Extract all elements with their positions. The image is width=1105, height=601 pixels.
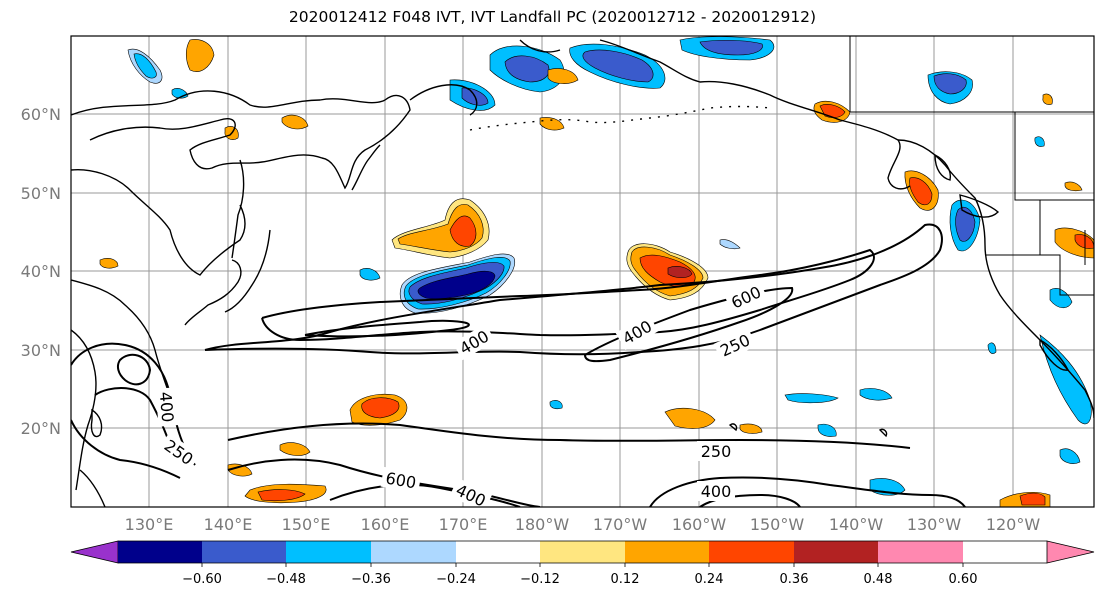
lon-label: 120°W	[986, 515, 1041, 534]
lat-label: 20°N	[21, 419, 61, 438]
lon-label: 180°W	[515, 515, 570, 534]
colorbar-segment	[286, 541, 371, 563]
colorbar-segment	[371, 541, 456, 563]
colorbar-tick-label: 0.60	[949, 572, 978, 587]
lon-label: 130°W	[907, 515, 962, 534]
colorbar-tick-label: −0.36	[351, 572, 391, 587]
latitude-labels: 60°N 50°N 40°N 30°N 20°N	[21, 105, 61, 438]
coastlines	[71, 36, 1094, 507]
colorbar-tick-label: −0.12	[520, 572, 560, 587]
lon-label: 150°E	[282, 515, 331, 534]
lon-label: 160°W	[672, 515, 727, 534]
graticule	[71, 36, 1094, 507]
lon-label: 140°E	[204, 515, 253, 534]
contour-label: 600	[384, 468, 417, 492]
colorbar-tick-label: 0.36	[780, 572, 809, 587]
colorbar: −0.60 −0.48 −0.36 −0.24 −0.12 0.12 0.24 …	[70, 540, 1095, 587]
contour-label: 400	[701, 482, 732, 501]
colorbar-tick-label: −0.48	[266, 572, 306, 587]
longitude-labels: 130°E 140°E 150°E 160°E 170°E 180°W 170°…	[125, 515, 1041, 534]
contour-label: 400	[156, 391, 178, 423]
colorbar-tick-label: 0.24	[695, 572, 724, 587]
lon-label: 140°W	[829, 515, 884, 534]
lat-label: 30°N	[21, 341, 61, 360]
colorbar-tick-label: 0.48	[864, 572, 893, 587]
colorbar-tick-label: −0.24	[436, 572, 476, 587]
lon-label: 160°E	[361, 515, 410, 534]
colorbar-segment	[202, 541, 286, 563]
lon-label: 170°E	[439, 515, 488, 534]
colorbar-segment	[709, 541, 794, 563]
lat-label: 50°N	[21, 184, 61, 203]
lon-label: 130°E	[125, 515, 174, 534]
colorbar-segment	[625, 541, 709, 563]
colorbar-segment	[456, 541, 540, 563]
colorbar-tick-label: 0.12	[611, 572, 640, 587]
colorbar-segment	[118, 541, 202, 563]
colorbar-min-extend	[70, 540, 119, 564]
map-title: 2020012412 F048 IVT, IVT Landfall PC (20…	[288, 8, 817, 26]
map-frame	[70, 35, 1095, 508]
colorbar-max-extend	[1046, 540, 1095, 564]
contour-labels: 400 400 600 250 400 250 600 400 250 400	[155, 279, 768, 507]
colorbar-tick-label: −0.60	[182, 572, 222, 587]
colorbar-segment	[878, 541, 963, 563]
lon-label: 150°W	[750, 515, 805, 534]
lat-label: 40°N	[21, 262, 61, 281]
lat-label: 60°N	[21, 105, 61, 124]
contour-label: 250	[701, 442, 732, 461]
colorbar-segment	[540, 541, 625, 563]
lon-label: 170°W	[593, 515, 648, 534]
ivt-contours	[71, 223, 966, 507]
colorbar-segment	[794, 541, 878, 563]
